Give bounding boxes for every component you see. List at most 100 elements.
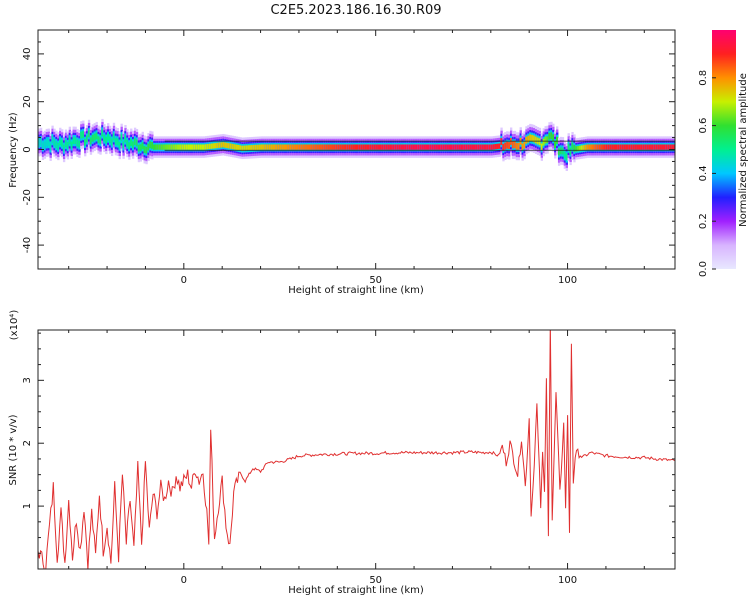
spectrogram-cell xyxy=(132,141,135,149)
spectrogram-cell xyxy=(85,135,89,143)
spectrogram-cell xyxy=(185,144,189,150)
y-tick-label: 40 xyxy=(22,48,33,61)
spectrogram-cell xyxy=(377,144,380,150)
spectrogram-cell xyxy=(669,144,672,150)
spectrogram-cell xyxy=(423,144,426,150)
spectrogram-cell xyxy=(383,144,386,150)
spectrogram-cell xyxy=(592,144,595,150)
spectrogram-cell xyxy=(108,136,112,144)
spectrogram-cell xyxy=(339,144,342,150)
spectrogram-cell xyxy=(218,142,221,148)
spectrogram-cell xyxy=(533,135,536,143)
snr-panel: 0 50 100 1 2 3 Height of straight line (km) S… xyxy=(8,310,676,596)
spectrogram-cell xyxy=(141,142,144,150)
spectrogram-cell xyxy=(431,144,434,150)
spectrogram-cell xyxy=(611,144,615,150)
spectrogram-cell xyxy=(72,137,75,144)
spectrogram-cell xyxy=(114,137,118,145)
spectrogram-cell xyxy=(321,144,325,150)
spectrogram-cell xyxy=(648,144,651,150)
spectrogram-cell xyxy=(415,144,419,150)
spectrogram-cell xyxy=(360,144,363,150)
spectrogram-cell xyxy=(260,144,263,150)
spectrogram-cell xyxy=(417,144,421,150)
spectrogram-cell xyxy=(475,144,478,150)
spectrogram-cell xyxy=(554,141,557,148)
colorbar-tick-label: 0.2 xyxy=(698,213,709,229)
spectrogram-cell xyxy=(323,144,327,150)
spectrogram-cell xyxy=(264,144,267,150)
x-tick-label: 50 xyxy=(369,275,382,286)
spectrogram-cell xyxy=(364,144,367,150)
spectrogram-cell xyxy=(143,146,146,153)
spectrogram-cell xyxy=(446,144,449,150)
spectrogram-cell xyxy=(43,141,47,149)
spectrogram-cell xyxy=(174,144,177,150)
spectrogram-cell xyxy=(607,144,611,150)
spectrogram-cell xyxy=(498,143,501,149)
colorbar-tick-label: 0.4 xyxy=(698,165,709,181)
spectrogram-cell xyxy=(151,141,154,149)
spectrogram-cell xyxy=(369,144,373,150)
spectrogram-cell xyxy=(249,145,252,151)
spectrogram-cell xyxy=(559,147,563,155)
spectrogram-cell xyxy=(485,144,488,150)
spectrogram-cell xyxy=(352,144,355,150)
spectrogram-cell xyxy=(596,144,599,150)
spectrogram-cell xyxy=(661,144,664,150)
spectrogram-cell xyxy=(283,144,286,150)
spectrogram-cell xyxy=(567,143,570,151)
spectrogram-panel: 0 50 100 -40 -20 0 20 40 Height of straight lin… xyxy=(8,29,676,296)
spectrogram-cell xyxy=(312,144,315,150)
spectrogram-cell xyxy=(563,151,567,159)
spectrogram-cell xyxy=(291,144,294,150)
spectrogram-cell xyxy=(335,144,338,150)
y-tick-label: -20 xyxy=(22,189,33,205)
spectrogram-cell xyxy=(408,144,411,150)
spectrogram-cell xyxy=(262,144,265,150)
spectrogram-cell xyxy=(158,144,162,150)
spectrogram-cell xyxy=(227,143,231,149)
spectrogram-cell xyxy=(214,143,217,149)
spectrogram-cell xyxy=(410,144,413,150)
spectrogram-cell xyxy=(579,145,582,151)
spectrogram-cell xyxy=(237,144,240,151)
spectrogram-cell xyxy=(178,144,181,150)
x-tick-label: 100 xyxy=(558,275,577,286)
spectrogram-cell xyxy=(153,144,156,150)
colorbar: 0.0 0.2 0.4 0.6 0.8 Normalized spectral ampl… xyxy=(698,30,749,277)
colorbar-bar xyxy=(712,30,736,269)
spectrogram-cell xyxy=(508,142,511,149)
spectrogram-cell xyxy=(636,144,639,150)
spectrogram-cell xyxy=(569,147,572,155)
spectrogram-cell xyxy=(166,144,169,150)
spectrogram-cell xyxy=(187,144,190,150)
spectrogram-cell xyxy=(68,137,72,145)
spectrogram-cell xyxy=(189,144,192,150)
spectrogram-cell xyxy=(609,144,613,150)
spectrogram-cell xyxy=(425,144,428,150)
spectrogram-cell xyxy=(561,147,565,155)
spectrogram-cell xyxy=(502,143,505,151)
spectrogram-cell xyxy=(277,144,281,150)
spectrogram-cell xyxy=(139,144,143,152)
spectrogram-cell xyxy=(164,144,167,150)
spectrogram-cell xyxy=(320,144,323,150)
spectrogram-cell xyxy=(210,143,213,149)
spectrogram-cell xyxy=(494,144,497,150)
spectrogram-cell xyxy=(358,144,361,150)
spectrogram-cell xyxy=(147,143,150,151)
spectrogram-cell xyxy=(74,137,77,145)
spectrogram-cell xyxy=(89,137,93,145)
spectrogram-cell xyxy=(394,144,398,150)
spectrogram-cell xyxy=(630,144,634,150)
spectrogram-cell xyxy=(546,136,549,144)
spectrogram-cell xyxy=(481,144,484,150)
spectrogram-cell xyxy=(627,144,630,150)
spectrogram-cell xyxy=(268,144,271,150)
figure-title: C2E5.2023.186.16.30.R09 xyxy=(270,3,441,18)
spectrogram-cell xyxy=(366,144,369,150)
spectrogram-cell xyxy=(575,146,578,152)
spectrogram-cell xyxy=(477,144,480,150)
spectrogram-cell xyxy=(118,141,121,149)
